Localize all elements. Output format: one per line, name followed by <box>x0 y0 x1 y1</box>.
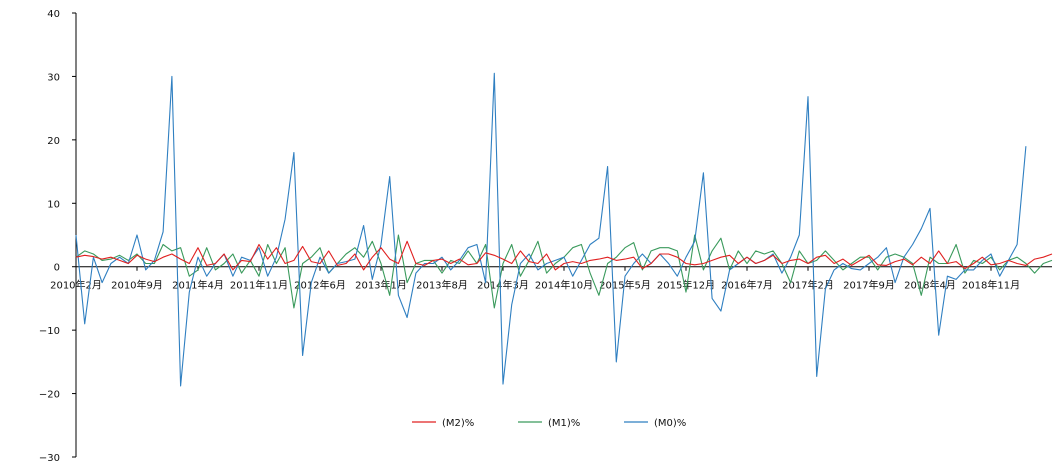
series-lines <box>75 72 1053 387</box>
x-tick-label: 2010年2月 <box>50 279 102 292</box>
series-line-1 <box>75 234 1053 309</box>
series-line-0 <box>75 240 1053 271</box>
series-line-2 <box>75 72 1027 387</box>
y-tick-label: 40 <box>47 9 60 20</box>
x-axis-ticks: 2010年2月 2010年9月 2011年4月 2011年11月 2012年6月 2013… <box>50 266 1020 292</box>
x-tick-label: 2017年2月 <box>782 279 834 292</box>
axes <box>75 13 1052 457</box>
y-tick-label: 0 <box>54 263 60 274</box>
x-tick-label: 2013年8月 <box>416 279 468 292</box>
y-tick-label: 30 <box>47 72 60 83</box>
x-tick-label: 2012年6月 <box>294 279 346 292</box>
x-tick-label: 2015年5月 <box>599 279 651 292</box>
x-tick-label: 2011年4月 <box>172 279 224 292</box>
y-tick-label: 20 <box>47 136 60 147</box>
y-tick-label: 10 <box>47 199 60 210</box>
x-tick-label: 2015年12月 <box>657 279 715 292</box>
x-tick-label: 2010年9月 <box>111 279 163 292</box>
y-axis-ticks: −30 −20 −10 0 10 20 30 40 <box>39 9 76 464</box>
x-tick-label: 2016年7月 <box>721 279 773 292</box>
x-tick-label: 2018年4月 <box>904 279 956 292</box>
x-tick-label: 2011年11月 <box>230 279 288 292</box>
y-tick-label: −20 <box>39 390 60 401</box>
legend-label: (M1)% <box>548 418 580 429</box>
y-tick-label: −30 <box>39 453 60 464</box>
x-tick-label: 2014年10月 <box>535 279 593 292</box>
legend-label: (M2)% <box>442 418 474 429</box>
x-tick-label: 2018年11月 <box>962 279 1020 292</box>
x-tick-label: 2013年1月 <box>355 279 407 292</box>
legend-label: (M0)% <box>654 418 686 429</box>
y-tick-label: −10 <box>39 326 60 337</box>
legend: (M2)% (M1)% (M0)% <box>412 418 686 429</box>
x-tick-label: 2017年9月 <box>843 279 895 292</box>
